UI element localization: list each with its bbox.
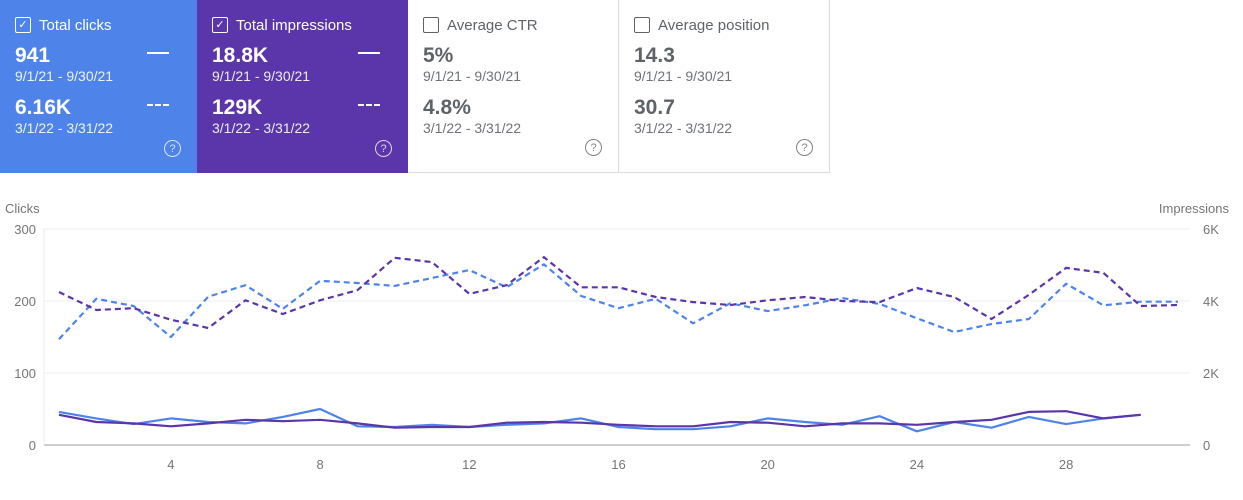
card-range: 3/1/22 - 3/31/22 xyxy=(212,120,311,136)
y-tick-label: 200 xyxy=(14,294,36,309)
dashed-line-legend-icon xyxy=(358,104,380,106)
y2-tick-label: 2K xyxy=(1203,366,1219,381)
checkbox-checked-icon[interactable]: ✓ xyxy=(15,17,31,33)
card-value: 4.8% xyxy=(423,96,471,119)
y-tick-label: 300 xyxy=(14,222,36,237)
card-range: 9/1/21 - 9/30/21 xyxy=(15,68,114,84)
y-tick-label: 0 xyxy=(29,438,36,453)
card-label: Total clicks xyxy=(39,16,112,34)
y-axis-label: Clicks xyxy=(5,201,40,216)
card-label: Total impressions xyxy=(236,16,352,34)
series-line-impressions-solid xyxy=(58,410,1141,429)
card-range: 3/1/22 - 3/31/22 xyxy=(423,120,522,136)
x-tick-label: 28 xyxy=(1059,457,1073,472)
card-range: 3/1/22 - 3/31/22 xyxy=(15,120,114,136)
checkbox-unchecked-icon[interactable] xyxy=(423,17,439,33)
dashed-line-legend-icon xyxy=(147,104,169,106)
help-icon[interactable]: ? xyxy=(375,140,392,157)
help-icon[interactable]: ? xyxy=(164,140,181,157)
card-value: 129K xyxy=(212,96,263,119)
series-line-impressions-dashed xyxy=(58,255,1179,330)
y2-tick-label: 4K xyxy=(1203,294,1219,309)
card-value: 18.8K xyxy=(212,44,269,67)
x-tick-label: 16 xyxy=(611,457,625,472)
checkbox-unchecked-icon[interactable] xyxy=(634,17,650,33)
checkbox-checked-icon[interactable]: ✓ xyxy=(212,17,228,33)
card-value: 6.16K xyxy=(15,96,72,119)
card-value: 30.7 xyxy=(634,96,675,119)
y2-tick-label: 6K xyxy=(1203,222,1219,237)
card-range: 3/1/22 - 3/31/22 xyxy=(634,120,733,136)
solid-line-legend-icon xyxy=(147,52,169,54)
card-total-clicks[interactable]: ✓ Total clicks 941 9/1/21 - 9/30/21 6.16K… xyxy=(0,0,197,173)
help-icon[interactable]: ? xyxy=(585,139,602,156)
x-tick-label: 24 xyxy=(910,457,924,472)
card-label: Average CTR xyxy=(447,16,538,34)
y2-tick-label: 0 xyxy=(1203,438,1210,453)
card-label: Average position xyxy=(658,16,770,34)
card-total-impressions[interactable]: ✓ Total impressions 18.8K 9/1/21 - 9/30/2… xyxy=(197,0,408,173)
x-tick-label: 4 xyxy=(167,457,174,472)
metric-cards: ✓ Total clicks 941 9/1/21 - 9/30/21 6.16K… xyxy=(0,0,830,173)
card-average-ctr[interactable]: Average CTR 5% 9/1/21 - 9/30/21 4.8% 3/1… xyxy=(408,0,619,173)
y-tick-label: 100 xyxy=(14,366,36,381)
x-tick-label: 20 xyxy=(760,457,774,472)
y2-axis-label: Impressions xyxy=(1159,201,1230,216)
solid-line-legend-icon xyxy=(358,52,380,54)
card-value: 5% xyxy=(423,44,454,67)
performance-chart: Clicks Impressions 0 0 100 2K 200 4K 300 6K 4 8 12 16… xyxy=(5,201,1230,472)
card-value: 14.3 xyxy=(634,44,675,67)
card-range: 9/1/21 - 9/30/21 xyxy=(634,68,733,84)
series-line-clicks-dashed xyxy=(58,263,1178,340)
card-average-position[interactable]: Average position 14.3 9/1/21 - 9/30/21 3… xyxy=(619,0,830,173)
card-range: 9/1/21 - 9/30/21 xyxy=(212,68,311,84)
card-range: 9/1/21 - 9/30/21 xyxy=(423,68,522,84)
x-tick-label: 12 xyxy=(462,457,476,472)
help-icon[interactable]: ? xyxy=(796,139,813,156)
x-tick-label: 8 xyxy=(316,457,323,472)
card-value: 941 xyxy=(15,44,51,67)
